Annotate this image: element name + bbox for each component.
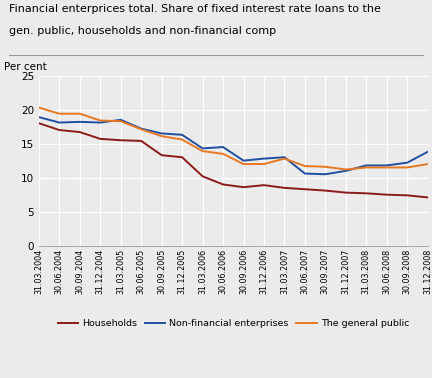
Non-financial enterprises (36, 115, 41, 119)
Households (282, 186, 287, 190)
Legend: Households, Non-financial enterprises, The general public: Households, Non-financial enterprises, T… (54, 315, 413, 332)
Non-financial enterprises (282, 155, 287, 160)
Non-financial enterprises (302, 171, 308, 176)
The general public (343, 167, 349, 172)
The general public (364, 165, 369, 170)
The general public (425, 162, 430, 166)
Non-financial enterprises (57, 120, 62, 125)
Households (180, 155, 185, 160)
The general public (200, 149, 205, 153)
Households (405, 193, 410, 198)
Non-financial enterprises (180, 133, 185, 137)
Non-financial enterprises (405, 160, 410, 165)
Households (323, 188, 328, 193)
Households (118, 138, 123, 143)
Non-financial enterprises (364, 163, 369, 168)
Households (98, 136, 103, 141)
Text: gen. public, households and non-financial comp: gen. public, households and non-financia… (9, 26, 276, 36)
The general public (220, 152, 226, 156)
Households (159, 153, 164, 158)
The general public (57, 112, 62, 116)
The general public (139, 127, 144, 132)
Households (200, 174, 205, 178)
Households (364, 191, 369, 195)
Households (302, 187, 308, 192)
The general public (302, 164, 308, 168)
Households (77, 130, 83, 134)
Non-financial enterprises (98, 120, 103, 125)
Text: Financial enterprices total. Share of fixed interest rate loans to the: Financial enterprices total. Share of fi… (9, 4, 381, 14)
The general public (282, 156, 287, 161)
The general public (405, 165, 410, 170)
Households (220, 182, 226, 187)
Non-financial enterprises (261, 156, 267, 161)
Line: Non-financial enterprises: Non-financial enterprises (39, 117, 428, 174)
Households (343, 191, 349, 195)
Non-financial enterprises (241, 158, 246, 163)
Line: Households: Households (39, 123, 428, 197)
The general public (323, 164, 328, 169)
Line: The general public: The general public (39, 108, 428, 169)
The general public (98, 118, 103, 123)
Non-financial enterprises (220, 145, 226, 149)
The general public (180, 137, 185, 142)
The general public (384, 165, 389, 170)
Non-financial enterprises (118, 118, 123, 122)
Households (261, 183, 267, 187)
Households (139, 139, 144, 143)
Non-financial enterprises (200, 146, 205, 151)
The general public (77, 112, 83, 116)
The general public (36, 105, 41, 110)
Households (36, 121, 41, 125)
Non-financial enterprises (343, 169, 349, 173)
Non-financial enterprises (384, 163, 389, 168)
The general public (261, 162, 267, 166)
Text: Per cent: Per cent (4, 62, 47, 72)
Households (241, 185, 246, 189)
Households (425, 195, 430, 200)
The general public (159, 134, 164, 138)
Non-financial enterprises (77, 119, 83, 124)
Non-financial enterprises (139, 126, 144, 131)
Non-financial enterprises (425, 150, 430, 154)
Non-financial enterprises (159, 131, 164, 136)
Households (57, 128, 62, 132)
The general public (118, 119, 123, 124)
Non-financial enterprises (323, 172, 328, 177)
The general public (241, 162, 246, 166)
Households (384, 192, 389, 197)
